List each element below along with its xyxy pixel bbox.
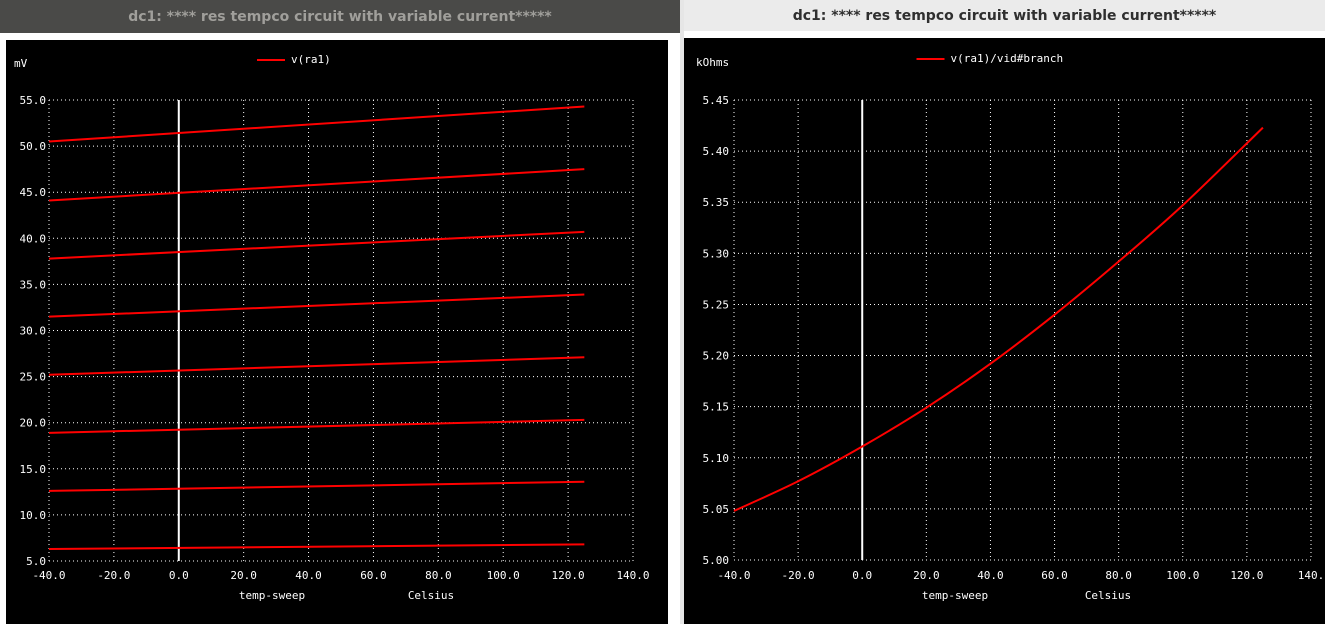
y-tick-label: 40.0 bbox=[20, 232, 47, 245]
y-tick-label: 5.15 bbox=[703, 401, 730, 414]
grid bbox=[48, 99, 634, 562]
window-title[interactable]: dc1: **** res tempco circuit with variab… bbox=[0, 0, 680, 33]
series-line-2 bbox=[48, 480, 585, 492]
y-tick-label: 45.0 bbox=[20, 186, 47, 199]
window-divider bbox=[680, 0, 684, 624]
y-tick-label: 5.30 bbox=[703, 247, 730, 260]
y-tick-label: 30.0 bbox=[20, 325, 47, 338]
x-tick-label: 0.0 bbox=[852, 569, 872, 582]
series-line-5 bbox=[48, 293, 585, 318]
x-tick-label: -20.0 bbox=[782, 569, 815, 582]
x-tick-label: 80.0 bbox=[425, 569, 452, 582]
y-tick-label: 10.0 bbox=[20, 509, 47, 522]
x-axis-label: temp-sweep bbox=[239, 589, 305, 602]
series-line-7 bbox=[48, 168, 585, 202]
kohms-chart: -40.0 -20.0 0.0 20.0 40.0 60.0 80.0 100.0 120.0 1… bbox=[696, 52, 1325, 602]
series-line-4 bbox=[48, 356, 585, 376]
x-axis-unit: Celsius bbox=[408, 589, 454, 602]
y-tick-label: 5.40 bbox=[703, 145, 730, 158]
x-tick-label: 0.0 bbox=[169, 569, 189, 582]
plot-area: -40.0 -20.0 0.0 20.0 40.0 60.0 80.0 100.0 120.0 1… bbox=[6, 40, 668, 624]
y-tick-label: 5.35 bbox=[703, 196, 730, 209]
y-tick-label: 5.00 bbox=[703, 554, 730, 567]
x-tick-label: 60.0 bbox=[360, 569, 387, 582]
right-plot-window: dc1: **** res tempco circuit with variab… bbox=[684, 0, 1325, 624]
x-axis-unit: Celsius bbox=[1085, 589, 1131, 602]
y-tick-label: 5.20 bbox=[703, 350, 730, 363]
x-tick-label: 140. bbox=[1298, 569, 1325, 582]
series-line-8 bbox=[48, 105, 585, 143]
y-tick-label: 5.05 bbox=[703, 503, 730, 516]
y-tick-label: 5.45 bbox=[703, 94, 730, 107]
x-tick-label: 100.0 bbox=[487, 569, 520, 582]
y-tick-label: 5.25 bbox=[703, 298, 730, 311]
plot-area: -40.0 -20.0 0.0 20.0 40.0 60.0 80.0 100.0 120.0 1… bbox=[684, 38, 1325, 624]
y-axis-label: mV bbox=[14, 57, 28, 70]
y-tick-label: 20.0 bbox=[20, 417, 47, 430]
legend-label: v(ra1)/vid#branch bbox=[951, 52, 1064, 65]
y-tick-label: 15.0 bbox=[20, 463, 47, 476]
x-tick-label: -40.0 bbox=[32, 569, 65, 582]
y-tick-label: 5.0 bbox=[26, 555, 46, 568]
x-tick-label: 40.0 bbox=[295, 569, 322, 582]
y-tick-label: 55.0 bbox=[20, 94, 47, 107]
x-axis-label: temp-sweep bbox=[922, 589, 988, 602]
x-tick-label: 80.0 bbox=[1105, 569, 1132, 582]
x-tick-label: 100.0 bbox=[1166, 569, 1199, 582]
series-line-1 bbox=[733, 126, 1264, 512]
grid bbox=[733, 99, 1312, 561]
window-title[interactable]: dc1: **** res tempco circuit with variab… bbox=[684, 0, 1325, 31]
series-line-6 bbox=[48, 230, 585, 260]
series-line-3 bbox=[48, 418, 585, 434]
y-axis-label: kOhms bbox=[696, 56, 729, 69]
y-tick-label: 25.0 bbox=[20, 371, 47, 384]
x-tick-label: 20.0 bbox=[230, 569, 257, 582]
mv-chart: -40.0 -20.0 0.0 20.0 40.0 60.0 80.0 100.0 120.0 1… bbox=[14, 53, 650, 602]
x-tick-label: 40.0 bbox=[977, 569, 1004, 582]
x-tick-label: 140.0 bbox=[616, 569, 649, 582]
legend-label: v(ra1) bbox=[291, 53, 331, 66]
x-tick-label: -20.0 bbox=[97, 569, 130, 582]
x-tick-label: 120.0 bbox=[552, 569, 585, 582]
x-tick-label: 60.0 bbox=[1041, 569, 1068, 582]
y-tick-label: 5.10 bbox=[703, 452, 730, 465]
x-tick-label: 20.0 bbox=[913, 569, 940, 582]
series-line-1 bbox=[48, 543, 585, 551]
x-tick-label: -40.0 bbox=[717, 569, 750, 582]
y-tick-label: 35.0 bbox=[20, 278, 47, 291]
y-tick-label: 50.0 bbox=[20, 140, 47, 153]
left-plot-window: dc1: **** res tempco circuit with variab… bbox=[0, 0, 680, 624]
x-tick-label: 120.0 bbox=[1230, 569, 1263, 582]
